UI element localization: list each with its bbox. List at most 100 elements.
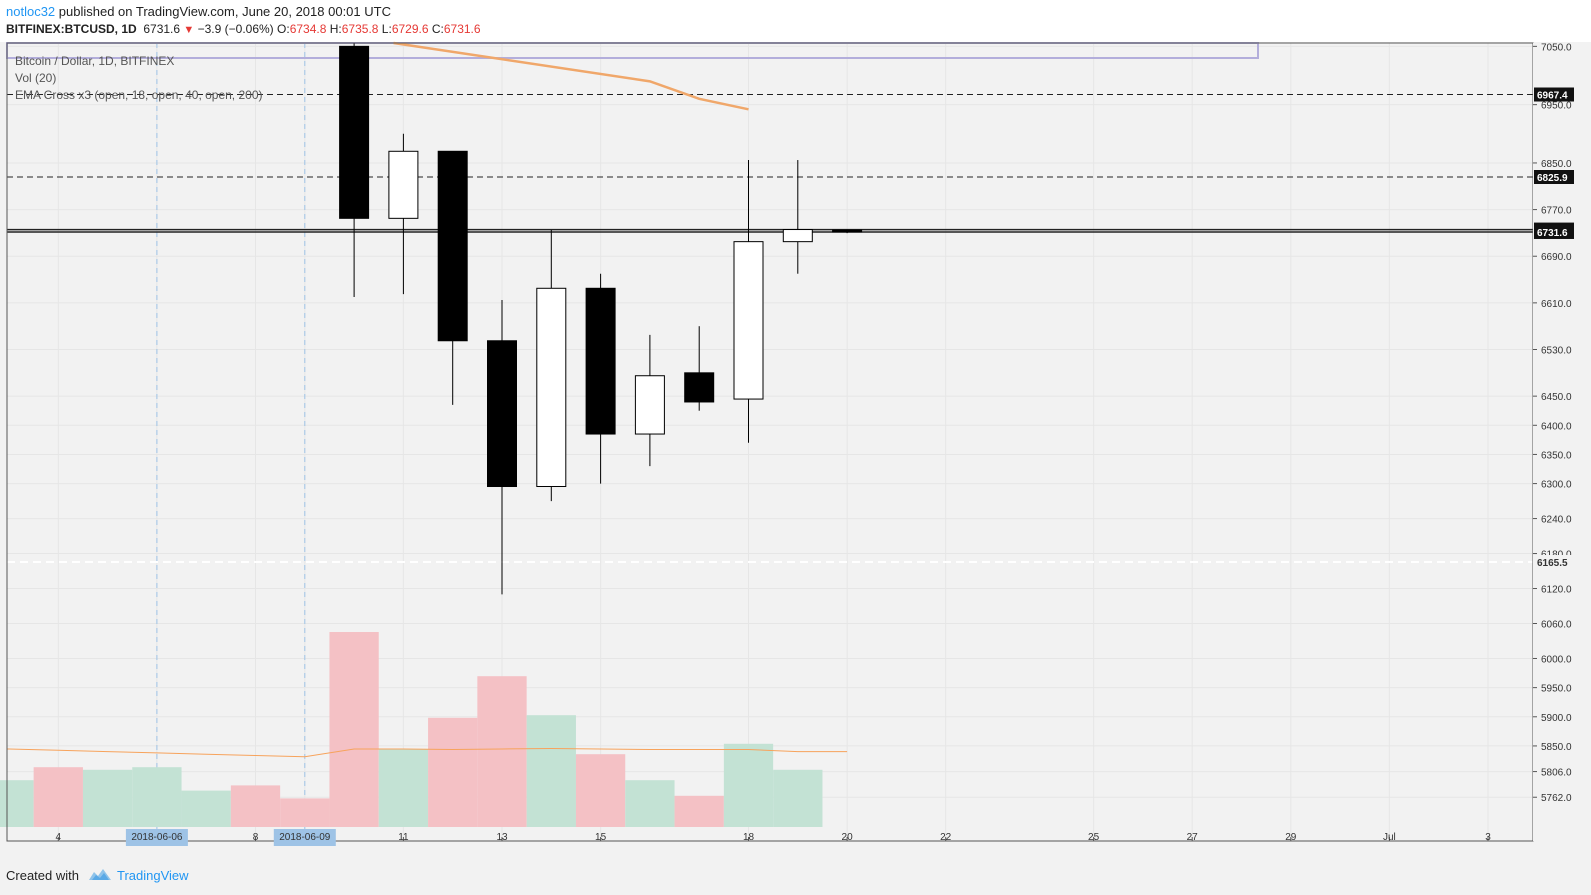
- symbol-label: BITFINEX:BTCUSD, 1D: [6, 22, 137, 36]
- volume-bar: [773, 769, 823, 827]
- legend-ema: EMA Cross x3 (open, 18, open, 40, open, …: [15, 88, 263, 102]
- volume-bar: [132, 767, 182, 827]
- price-tick-label: 5806.0: [1541, 768, 1572, 779]
- candle-body: [536, 287, 567, 488]
- price-level-tag: [1534, 555, 1574, 569]
- price-level-label: 6967.4: [1537, 91, 1568, 102]
- time-tick-label: 3: [1485, 832, 1491, 843]
- candle-body: [437, 150, 468, 342]
- time-tick-label: 18: [743, 832, 755, 843]
- high-value: 6735.8: [341, 22, 379, 36]
- price-tick-label: 6850.0: [1541, 159, 1572, 170]
- volume-bar: [526, 715, 576, 827]
- price-level-label: 6165.5: [1537, 558, 1568, 569]
- price-tick-label: 6060.0: [1541, 620, 1572, 631]
- time-tick-label: Jul: [1383, 832, 1396, 843]
- price-level-tag: [1534, 87, 1574, 102]
- volume-bar: [428, 717, 478, 827]
- candle-body: [634, 375, 665, 435]
- price-tick-label: 5762.0: [1541, 793, 1572, 804]
- candle-body: [782, 229, 813, 243]
- price-tick-label: 6530.0: [1541, 346, 1572, 357]
- time-tick-label: 13: [496, 832, 508, 843]
- price-tick-label: 6300.0: [1541, 480, 1572, 491]
- time-tick-label: 20: [842, 832, 854, 843]
- time-axis[interactable]: 4 2018-06-06 8 2018-06-09 11 13 15 18 20 22 25 27 29…: [56, 829, 1492, 846]
- ohlc-line: BITFINEX:BTCUSD, 1D 6731.6 ▼ −3.9 (−0.06…: [6, 22, 481, 36]
- author-link[interactable]: notloc32: [6, 4, 56, 19]
- price-level-tag: [1534, 170, 1574, 184]
- open-value: 6734.8: [289, 22, 327, 36]
- candle-body: [832, 229, 863, 233]
- last-price: 6731.6: [143, 22, 181, 36]
- volume-bar: [329, 632, 379, 827]
- price-tick-label: 6120.0: [1541, 585, 1572, 596]
- price-tick-label: 6350.0: [1541, 450, 1572, 461]
- candle-body: [733, 241, 764, 400]
- time-highlight: [273, 829, 336, 846]
- volume-bar: [0, 780, 34, 827]
- price-tick-label: 5950.0: [1541, 684, 1572, 695]
- time-tick-label: 27: [1187, 832, 1199, 843]
- high-label: H:: [329, 22, 342, 36]
- price-level-tag: [1534, 224, 1574, 239]
- volume-bar: [280, 798, 330, 827]
- volume-bar: [82, 769, 133, 827]
- price-tick-label: 5850.0: [1541, 742, 1572, 753]
- ema-line: [393, 41, 749, 111]
- price-tick-label: 6400.0: [1541, 421, 1572, 432]
- close-label: C:: [431, 22, 444, 36]
- price-tick-label: 5900.0: [1541, 713, 1572, 724]
- time-tick-label: 29: [1285, 832, 1297, 843]
- down-arrow-icon: ▼: [183, 24, 195, 36]
- price-axis[interactable]: 7050.0 6950.0 6850.0 6770.0 6690.0 6610.0 6530…: [1533, 42, 1591, 841]
- low-value: 6729.6: [391, 22, 429, 36]
- price-tick-label: 6690.0: [1541, 252, 1572, 263]
- volume-bar: [378, 749, 429, 827]
- volume-bar: [33, 767, 83, 827]
- volume-bar: [575, 754, 626, 827]
- created-with-label: Created with: [6, 868, 79, 883]
- volume-bar: [674, 795, 724, 827]
- volume-bars: [0, 632, 848, 827]
- horizontal-levels[interactable]: [7, 94, 1533, 563]
- time-tick-label: 22: [940, 832, 952, 843]
- footer: Created with TradingView: [0, 858, 1591, 895]
- price-level-label: 6825.9: [1537, 173, 1568, 184]
- price-level-label: 6731.6: [1537, 228, 1568, 239]
- price-tick-label: 6950.0: [1541, 101, 1572, 112]
- legend-volume: Vol (20): [15, 71, 56, 85]
- legend-main: Bitcoin / Dollar, 1D, BITFINEX: [15, 54, 174, 68]
- price-tick-label: 7050.0: [1541, 42, 1572, 53]
- close-value: 6731.6: [443, 22, 481, 36]
- range-rectangle[interactable]: [6, 42, 1259, 59]
- low-label: L:: [381, 22, 392, 36]
- time-highlight: [125, 829, 188, 846]
- chart-header: notloc32 published on TradingView.com, J…: [0, 0, 1591, 42]
- tradingview-logo-icon[interactable]: [88, 866, 112, 882]
- volume-bar: [181, 790, 231, 827]
- time-tick-label: 11: [398, 832, 409, 843]
- time-tick-label: 4: [56, 832, 62, 843]
- time-tick-label: 15: [595, 832, 607, 843]
- grid-lines: [7, 43, 1533, 841]
- time-tick-label: 25: [1088, 832, 1100, 843]
- price-tick-label: 6240.0: [1541, 515, 1572, 526]
- price-tick-label: 6000.0: [1541, 654, 1572, 665]
- price-tick-label: 6770.0: [1541, 206, 1572, 217]
- volume-bar: [477, 676, 527, 827]
- candle-body: [388, 150, 419, 219]
- candle-body: [585, 287, 616, 435]
- candle-body: [339, 45, 370, 219]
- tradingview-link[interactable]: TradingView: [117, 868, 189, 883]
- time-tick-label: 2018-06-06: [131, 832, 183, 843]
- candle-body: [684, 372, 715, 403]
- time-tick-label: 8: [253, 832, 259, 843]
- time-tick-label: 2018-06-09: [279, 832, 331, 843]
- publish-info: published on TradingView.com, June 20, 2…: [55, 4, 391, 19]
- price-change: −3.9 (−0.06%): [197, 22, 274, 36]
- volume-bar: [723, 743, 774, 827]
- candle-body: [487, 340, 517, 488]
- candles: [339, 43, 863, 595]
